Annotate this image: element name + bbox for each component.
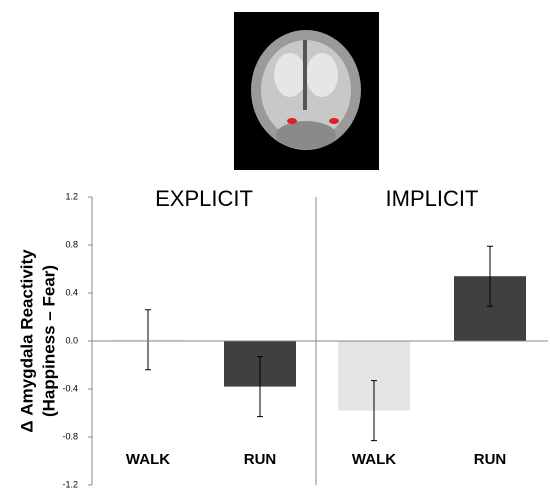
y-tick-label: 0.0 [65,335,78,345]
y-tick-label: -1.2 [62,479,78,489]
error-bar [487,245,493,307]
x-tick-label: WALK [352,451,396,468]
panel-title: IMPLICIT [386,186,479,211]
error-bar [257,356,263,418]
y-axis-label: (Happiness – Fear) [39,265,58,417]
brain-image [234,12,379,170]
x-tick-label: RUN [244,451,277,468]
y-axis-label: Δ Amygdala Reactivity [17,249,36,433]
y-tick-label: -0.8 [62,431,78,441]
y-tick-label: -0.4 [62,383,78,393]
panel-title: EXPLICIT [155,186,253,211]
y-tick-label: 0.8 [65,239,78,249]
y-tick-label: 1.2 [65,191,78,201]
x-tick-label: RUN [474,451,507,468]
x-tick-label: WALK [126,451,170,468]
error-bar [145,309,151,371]
y-tick-label: 0.4 [65,287,78,297]
error-bar [371,380,377,442]
